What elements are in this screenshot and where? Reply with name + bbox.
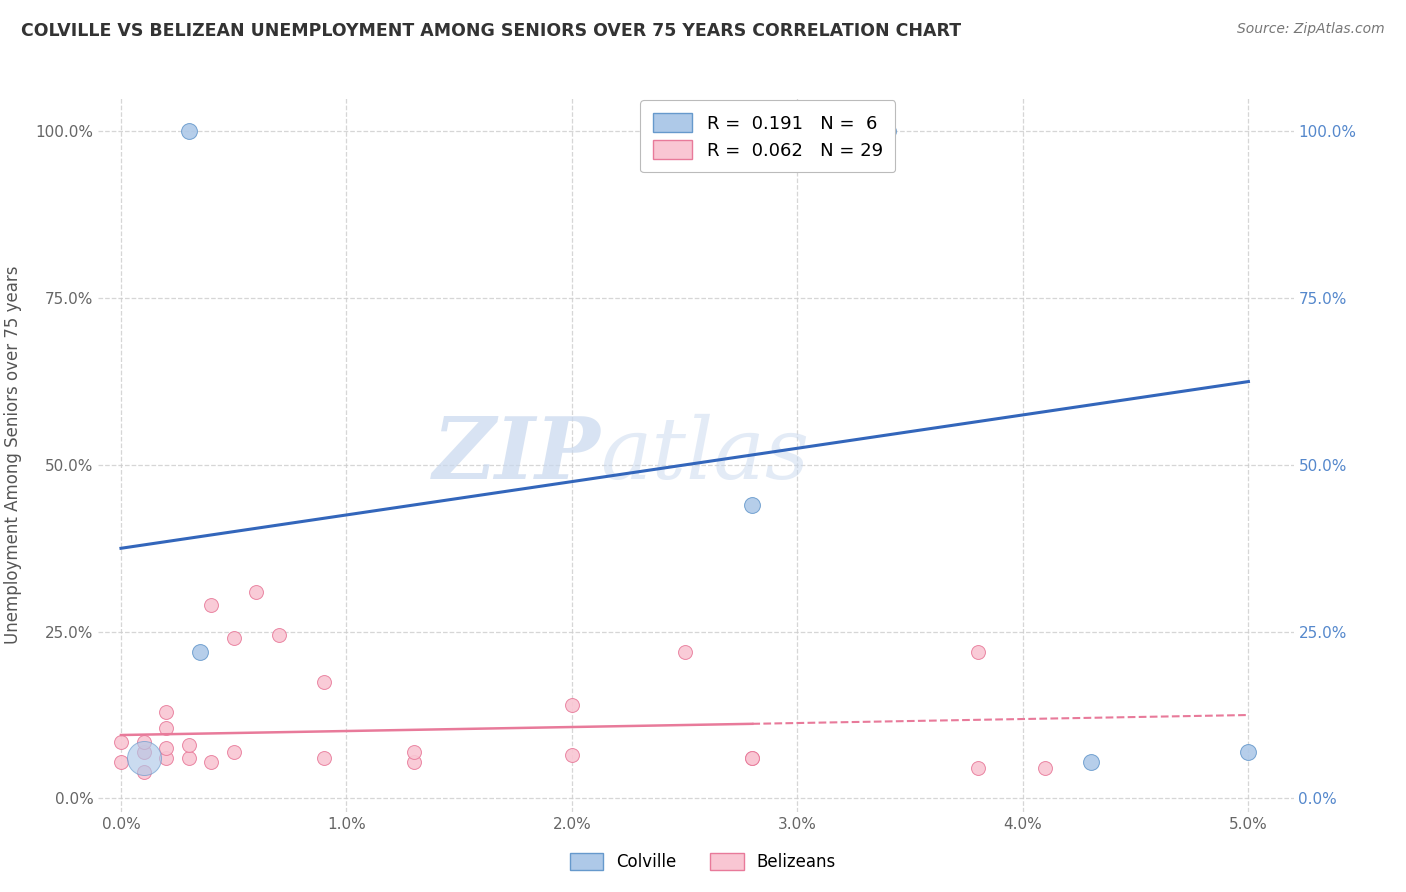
Point [561,698,583,712]
Point [222,632,245,646]
Point [312,751,335,765]
Legend: Colville, Belizeans: Colville, Belizeans [561,845,845,880]
Point [177,738,200,752]
Point [132,751,155,765]
Point [1237,745,1260,759]
Point [132,764,155,779]
Point [966,761,988,775]
Point [110,734,132,748]
Point [155,741,177,756]
Point [245,584,267,599]
Point [404,755,426,769]
Point [561,747,583,762]
Y-axis label: Unemployment Among Seniors over 75 years: Unemployment Among Seniors over 75 years [4,266,21,644]
Point [673,645,696,659]
Point [1035,761,1057,775]
Point [200,755,222,769]
Point [222,745,245,759]
Point [267,628,290,642]
Point [741,498,763,512]
Point [741,751,763,765]
Point [155,705,177,719]
Text: COLVILLE VS BELIZEAN UNEMPLOYMENT AMONG SENIORS OVER 75 YEARS CORRELATION CHART: COLVILLE VS BELIZEAN UNEMPLOYMENT AMONG … [21,22,962,40]
Point [177,751,200,765]
Text: ZIP: ZIP [433,413,600,497]
Point [132,734,155,748]
Point [155,722,177,736]
Point [110,755,132,769]
Point [741,751,763,765]
Point [1080,755,1102,769]
Point [966,645,988,659]
Legend: R =  0.191   N =  6, R =  0.062   N = 29: R = 0.191 N = 6, R = 0.062 N = 29 [640,100,896,172]
Point [404,745,426,759]
Point [876,124,898,138]
Point [132,745,155,759]
Point [177,124,200,138]
Point [188,645,211,659]
Text: Source: ZipAtlas.com: Source: ZipAtlas.com [1237,22,1385,37]
Point [155,751,177,765]
Point [312,674,335,689]
Text: atlas: atlas [600,414,810,496]
Point [200,598,222,612]
